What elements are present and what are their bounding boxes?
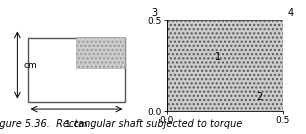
Text: 1: 1 xyxy=(215,52,221,62)
Text: 4: 4 xyxy=(288,8,294,18)
Text: 3: 3 xyxy=(151,8,158,18)
Text: Figure 5.36.  Rectangular shaft subjected to torque: Figure 5.36. Rectangular shaft subjected… xyxy=(0,119,242,129)
Text: 2: 2 xyxy=(257,92,263,102)
Text: 1 cm: 1 cm xyxy=(65,120,88,129)
Bar xyxy=(76,37,125,68)
Bar xyxy=(28,38,125,102)
Text: cm: cm xyxy=(24,61,38,70)
